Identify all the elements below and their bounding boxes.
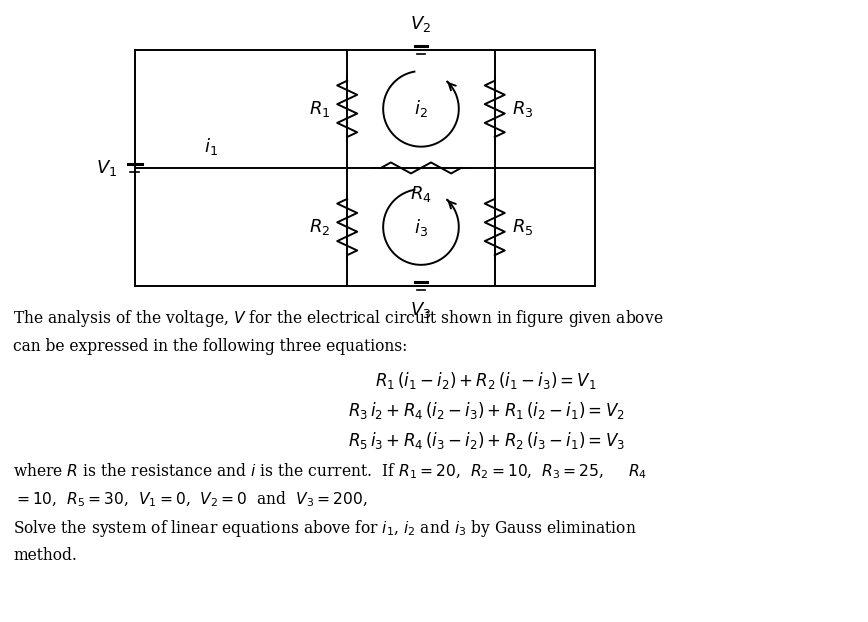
Text: $i_1$: $i_1$: [204, 136, 218, 157]
Text: $R_3\,i_2 + R_4\,(i_2 - i_3) + R_1\,(i_2 - i_1) = V_2$: $R_3\,i_2 + R_4\,(i_2 - i_3) + R_1\,(i_2…: [348, 399, 624, 420]
Text: method.: method.: [13, 547, 77, 564]
Text: $i_2$: $i_2$: [414, 98, 428, 119]
Text: $R_5\,i_3 + R_4\,(i_3 - i_2) + R_2\,(i_3 - i_1) = V_3$: $R_5\,i_3 + R_4\,(i_3 - i_2) + R_2\,(i_3…: [347, 430, 625, 450]
Text: The analysis of the voltage, $V$ for the electrical circuit shown in figure give: The analysis of the voltage, $V$ for the…: [13, 308, 663, 329]
Text: $V_2$: $V_2$: [411, 14, 431, 34]
Text: $R_5$: $R_5$: [512, 217, 534, 237]
Text: $R_1\,(i_1 - i_2) + R_2\,(i_1 - i_3) = V_1$: $R_1\,(i_1 - i_2) + R_2\,(i_1 - i_3) = V…: [375, 369, 597, 391]
Text: $R_1$: $R_1$: [308, 99, 330, 119]
Text: $V_3$: $V_3$: [411, 300, 431, 320]
Text: $R_4$: $R_4$: [410, 184, 432, 204]
Text: Solve the system of linear equations above for $i_1$, $i_2$ and $i_3$ by Gauss e: Solve the system of linear equations abo…: [13, 518, 636, 539]
Text: can be expressed in the following three equations:: can be expressed in the following three …: [13, 338, 407, 355]
Text: $R_2$: $R_2$: [308, 217, 330, 237]
Text: $R_3$: $R_3$: [512, 99, 534, 119]
Text: where $R$ is the resistance and $i$ is the current.  If $R_1= 20$,  $R_2= 10$,  : where $R$ is the resistance and $i$ is t…: [13, 461, 648, 481]
Text: $= 10$,  $R_5= 30$,  $V_1= 0$,  $V_2= 0$  and  $V_3= 200$,: $= 10$, $R_5= 30$, $V_1= 0$, $V_2= 0$ an…: [13, 490, 367, 509]
Text: $V_1$: $V_1$: [96, 158, 117, 178]
Text: $i_3$: $i_3$: [414, 216, 428, 238]
